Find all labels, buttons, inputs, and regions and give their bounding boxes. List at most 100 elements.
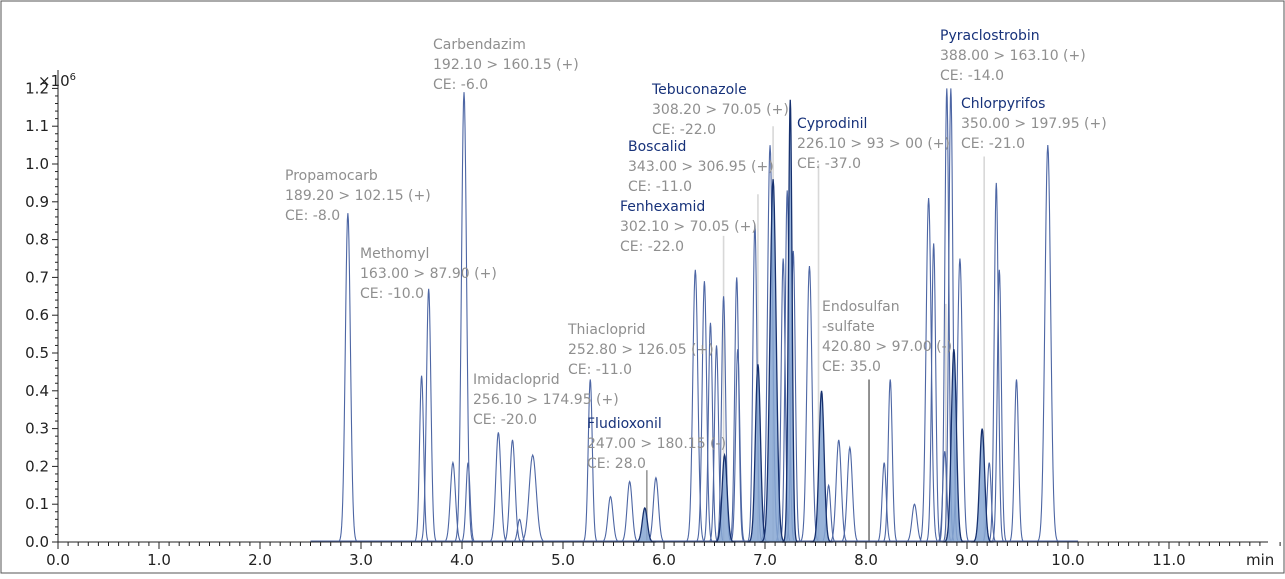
peak-trace xyxy=(486,432,510,543)
y-tick-label: 0.8 xyxy=(25,231,49,249)
annotation-tebuconazole: Tebuconazole 308.20 > 70.05 (+) CE: -22.… xyxy=(651,82,789,138)
peak-trace xyxy=(452,92,476,543)
annotation-fludioxonil: Fludioxonil 247.00 > 180.15 (-) CE: 28.0 xyxy=(587,416,726,472)
annotation-transition: 302.10 > 70.05 (+) xyxy=(620,219,757,235)
y-multiplier: ×106 xyxy=(38,72,76,90)
annotation-cyprodinil: Cyprodinil 226.10 > 93 > 00 (+) CE: -37.… xyxy=(797,116,950,172)
filled-peak xyxy=(942,349,966,543)
annotation-name: Cyprodinil xyxy=(797,116,867,132)
peak-trace xyxy=(990,269,1009,543)
annotation-boscalid: Boscalid 343.00 > 306.95 (+) CE: -11.0 xyxy=(628,139,774,195)
x-tick-label: 5.0 xyxy=(551,551,575,569)
peak-trace xyxy=(881,379,900,543)
filled-peak xyxy=(713,452,736,543)
x-axis-label: min xyxy=(1246,551,1274,569)
annotation-ce: CE: -22.0 xyxy=(652,122,716,138)
x-tick-label: 7.0 xyxy=(753,551,777,569)
y-tick-label: 0.9 xyxy=(25,193,49,211)
filled-peak xyxy=(759,179,787,543)
x-tick-label: 11.0 xyxy=(1152,551,1185,569)
x-axis: 0.0 1.0 2.0 3.0 4.0 5.0 6.0 7.0 8.0 9.0 10.0 11.0 m… xyxy=(46,541,1281,569)
annotation-imidacloprid: Imidacloprid 256.10 > 174.95 (+) CE: -20… xyxy=(473,372,619,428)
annotation-ce: CE: -14.0 xyxy=(940,68,1004,84)
filled-peak xyxy=(970,428,994,543)
x-tick-label: 0.0 xyxy=(46,551,70,569)
peak-trace xyxy=(336,213,360,543)
peak-trace xyxy=(501,439,524,543)
peak-trace xyxy=(458,462,478,543)
y-tick-label: 0.0 xyxy=(25,533,49,551)
annotation-ce: CE: 28.0 xyxy=(587,456,646,472)
annotation-transition: 343.00 > 306.95 (+) xyxy=(628,159,774,175)
annotations: Propamocarb 189.20 > 102.15 (+) CE: -8.0… xyxy=(285,28,1107,472)
annotation-propamocarb: Propamocarb 189.20 > 102.15 (+) CE: -8.0 xyxy=(285,168,431,224)
filled-peak-traces xyxy=(633,99,994,543)
y-tick-label: 0.6 xyxy=(25,306,49,324)
peak-trace xyxy=(1035,145,1061,543)
annotation-name: Fludioxonil xyxy=(587,416,662,432)
peak-trace xyxy=(987,182,1006,543)
x-tick-label: 1.0 xyxy=(147,551,171,569)
annotation-name: Chlorpyrifos xyxy=(961,96,1045,112)
annotation-transition: 189.20 > 102.15 (+) xyxy=(285,188,431,204)
y-tick-label: 0.5 xyxy=(25,344,49,362)
x-tick-label: 6.0 xyxy=(652,551,676,569)
y-tick-label: 1.2 xyxy=(25,79,49,97)
annotation-ce: CE: -8.0 xyxy=(285,208,340,224)
y-tick-label: 0.7 xyxy=(25,268,49,286)
annotation-name: Imidacloprid xyxy=(473,372,560,388)
annotation-ce: CE: -11.0 xyxy=(568,362,632,378)
peak-trace xyxy=(599,495,622,543)
filled-peak xyxy=(782,99,799,543)
peak-trace xyxy=(441,460,465,543)
y-axis: 0.00.10.20.30.40.50.60.70.80.91.01.11.2 … xyxy=(25,70,76,551)
y-multiplier-base: ×10 xyxy=(38,72,70,90)
annotation-name: Fenhexamid xyxy=(620,199,705,215)
annotation-name: Boscalid xyxy=(628,139,686,155)
peak-trace xyxy=(827,439,851,543)
peak-trace xyxy=(516,453,549,543)
peak-trace xyxy=(418,288,439,543)
annotation-name: Pyraclostrobin xyxy=(940,28,1040,44)
annotation-transition: 192.10 > 160.15 (+) xyxy=(433,57,579,73)
annotation-transition: 350.00 > 197.95 (+) xyxy=(961,116,1107,132)
annotation-endosulfan-sulfate: Endosulfan -sulfate 420.80 > 97.00 (-) C… xyxy=(822,299,952,375)
annotation-ce: CE: -37.0 xyxy=(797,156,861,172)
x-tick-label: 10.0 xyxy=(1051,551,1084,569)
annotation-name: Propamocarb xyxy=(285,168,378,184)
peak-trace xyxy=(683,269,707,543)
y-tick-label: 1.0 xyxy=(25,155,49,173)
annotation-ce: CE: -20.0 xyxy=(473,412,537,428)
annotation-transition: 308.20 > 70.05 (+) xyxy=(652,102,789,118)
y-multiplier-exp: 6 xyxy=(70,72,76,83)
annotation-name: Methomyl xyxy=(360,246,429,262)
peak-trace xyxy=(917,197,941,543)
annotation-ce: CE: -6.0 xyxy=(433,77,488,93)
annotation-name-line1: Endosulfan xyxy=(822,299,900,315)
peak-trace xyxy=(875,462,894,543)
annotation-name: Carbendazim xyxy=(433,37,526,53)
peak-trace xyxy=(701,322,720,543)
annotation-pyraclostrobin: Pyraclostrobin 388.00 > 163.10 (+) CE: -… xyxy=(940,28,1086,84)
y-tick-label: 0.2 xyxy=(25,457,49,475)
x-tick-label: 4.0 xyxy=(450,551,474,569)
annotation-name: Thiacloprid xyxy=(567,322,645,338)
x-tick-label: 2.0 xyxy=(248,551,272,569)
x-ticks: 0.0 1.0 2.0 3.0 4.0 5.0 6.0 7.0 8.0 9.0 10.0 11.0 xyxy=(46,542,1281,569)
annotation-fenhexamid: Fenhexamid 302.10 > 70.05 (+) CE: -22.0 xyxy=(620,199,757,255)
annotation-name: Tebuconazole xyxy=(651,82,747,98)
annotation-ce: CE: 35.0 xyxy=(822,359,881,375)
annotation-transition: 388.00 > 163.10 (+) xyxy=(940,48,1086,64)
annotation-chlorpyrifos: Chlorpyrifos 350.00 > 197.95 (+) CE: -21… xyxy=(961,96,1107,152)
y-tick-label: 0.3 xyxy=(25,420,49,438)
y-tick-label: 0.1 xyxy=(25,495,49,513)
annotation-transition: 252.80 > 126.05 (+) xyxy=(568,342,714,358)
annotation-carbendazim: Carbendazim 192.10 > 160.15 (+) CE: -6.0 xyxy=(433,37,579,93)
annotation-transition: 420.80 > 97.00 (-) xyxy=(822,339,952,355)
annotation-ce: CE: -21.0 xyxy=(961,136,1025,152)
y-tick-label: 0.4 xyxy=(25,382,49,400)
annotation-thiacloprid: Thiacloprid 252.80 > 126.05 (+) CE: -11.… xyxy=(567,322,714,378)
annotation-methomyl: Methomyl 163.00 > 87.90 (+) CE: -10.0 xyxy=(360,246,497,302)
